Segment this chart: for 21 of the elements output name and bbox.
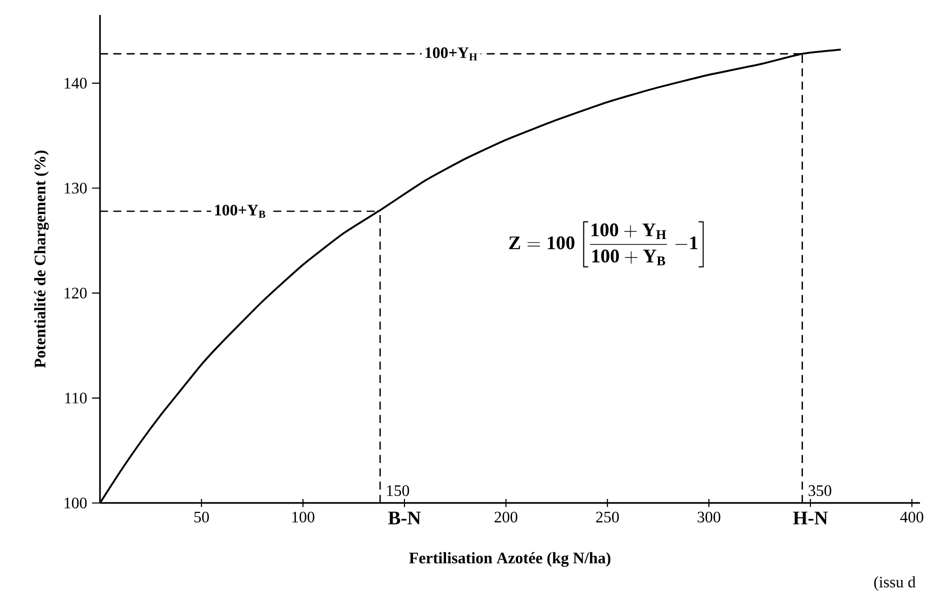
x-tick-label: 250	[596, 512, 619, 522]
x-axis-title: Fertilisation Azotée (kg N/ha)	[409, 552, 610, 567]
annotation: 350	[808, 485, 832, 496]
x-tick-label: 50	[194, 512, 209, 522]
y-tick-label: 110	[65, 392, 87, 404]
x-tick-label: 400	[900, 512, 924, 522]
y-tick-label: 100	[64, 498, 87, 508]
annotation: 150	[387, 485, 410, 496]
x-tick-label: 100	[292, 512, 314, 522]
x-tick-label: 200	[494, 512, 518, 522]
y-tick-label: 140	[64, 78, 87, 89]
y-axis-title: Potentialité de Chargement (%)	[34, 150, 49, 368]
x-tick-label: 300	[698, 512, 720, 522]
y-tick-label: 130	[64, 182, 87, 194]
annotation: $\mathbf{Z = 100}\left[\dfrac{\mathbf{100 + Y_H}}{\mathbf{100 + Y_B}}\;\mathbf{-1}\right]$	[509, 221, 704, 268]
ref-line-label: 100+Y$_{H}$	[426, 47, 478, 60]
text: (issu d	[874, 576, 916, 591]
y-tick-label: 120	[64, 288, 87, 298]
x-tick-label: B-N	[388, 512, 421, 524]
ref-line-label: 100+Y$_{B}$	[215, 204, 266, 218]
x-tick-label: H-N	[793, 512, 828, 524]
